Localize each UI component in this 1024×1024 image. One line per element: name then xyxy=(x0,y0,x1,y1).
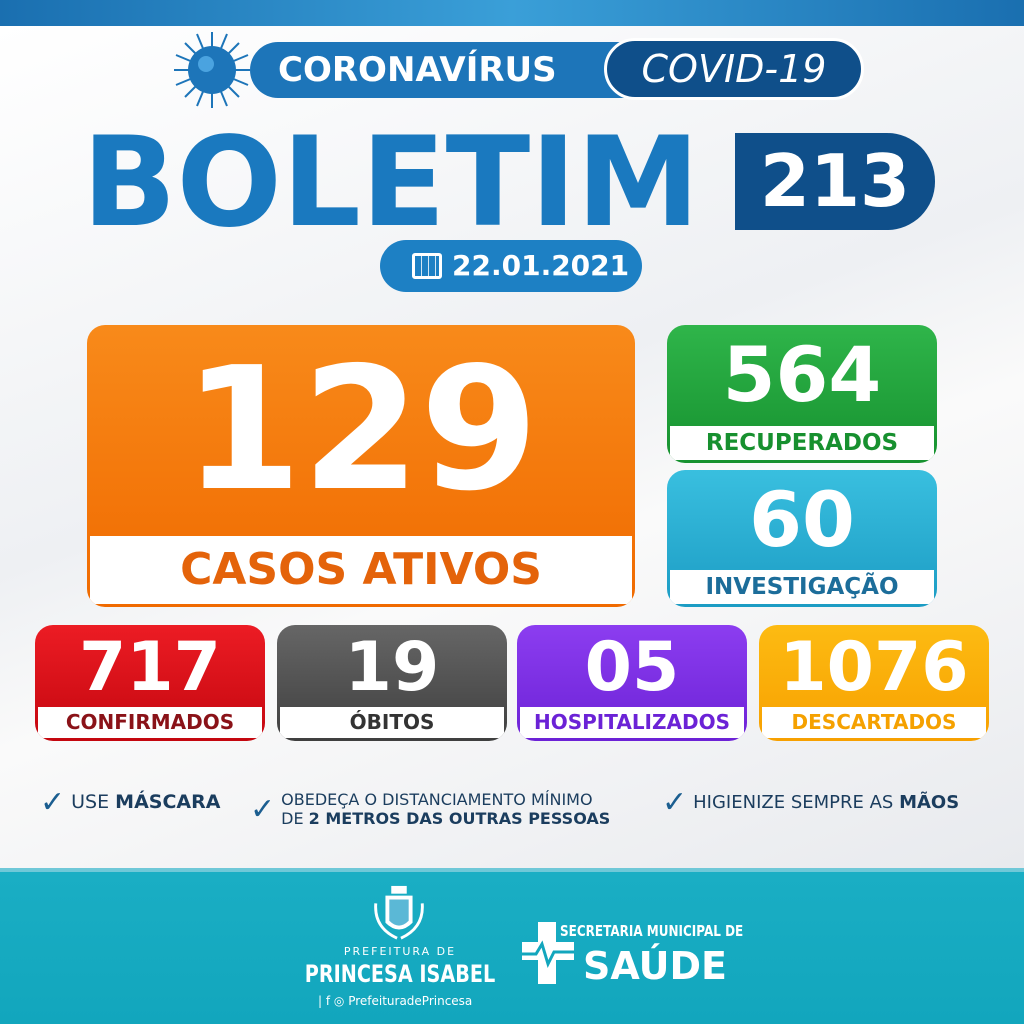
saude-label: SAÚDE xyxy=(583,944,727,988)
page-title: BOLETIM xyxy=(82,111,700,255)
check-icon: ✓ xyxy=(250,791,276,827)
tip-bold: MÃOS xyxy=(899,792,960,813)
tip-mask: ✓ USE MÁSCARA xyxy=(40,785,221,820)
coronavirus-banner: CORONAVÍRUS xyxy=(278,50,557,90)
tip-bold: MÁSCARA xyxy=(115,791,221,813)
social-handle[interactable]: | f ◎ PrefeituradePrincesa xyxy=(318,993,472,1009)
tip-text: USE xyxy=(71,791,110,813)
deaths-label: ÓBITOS xyxy=(280,707,504,738)
hospitalized-label: HOSPITALIZADOS xyxy=(520,707,744,738)
recovered-card: 564 RECUPERADOS xyxy=(667,325,937,463)
facebook-icon: | f ◎ xyxy=(318,994,349,1008)
social-text: PrefeituradePrincesa xyxy=(348,994,473,1008)
recovered-value: 564 xyxy=(722,330,882,419)
virus-icon xyxy=(174,32,250,108)
tip-bold: 2 METROS DAS OUTRAS PESSOAS xyxy=(308,809,611,828)
footer xyxy=(0,868,1024,1024)
confirmed-label: CONFIRMADOS xyxy=(38,707,262,738)
deaths-value: 19 xyxy=(344,628,440,707)
investigation-label: INVESTIGAÇÃO xyxy=(670,570,934,604)
calendar-icon xyxy=(412,253,442,279)
prefeitura-label: PREFEITURA DE xyxy=(343,945,457,958)
secretaria-label: SECRETARIA MUNICIPAL DE xyxy=(560,922,744,940)
tip-text: DE xyxy=(281,809,309,828)
tip-text: HIGIENIZE SEMPRE AS xyxy=(693,792,894,813)
active-cases-label: CASOS ATIVOS xyxy=(90,536,632,604)
coronavirus-banner-background xyxy=(250,42,630,98)
deaths-card: 19 ÓBITOS xyxy=(277,625,507,741)
city-crest-icon xyxy=(374,885,424,940)
tip-distance: ✓ OBEDEÇA O DISTANCIAMENTO MÍNIMO DE 2 M… xyxy=(250,790,610,828)
covid-badge: COVID-19 xyxy=(604,38,864,100)
active-cases-card: 129 CASOS ATIVOS xyxy=(87,325,635,607)
recovered-label: RECUPERADOS xyxy=(670,426,934,460)
confirmed-value: 717 xyxy=(79,628,221,707)
tip-hands: ✓ HIGIENIZE SEMPRE AS MÃOS xyxy=(662,785,960,820)
investigation-value: 60 xyxy=(749,475,855,564)
check-icon: ✓ xyxy=(662,785,688,820)
health-cross-icon xyxy=(522,922,574,984)
confirmed-card: 717 CONFIRMADOS xyxy=(35,625,265,741)
hospitalized-card: 05 HOSPITALIZADOS xyxy=(517,625,747,741)
discarded-value: 1076 xyxy=(779,628,969,707)
active-cases-value: 129 xyxy=(183,331,539,529)
hospitalized-value: 05 xyxy=(584,628,680,707)
top-band xyxy=(0,0,1024,26)
tip-text: OBEDEÇA O DISTANCIAMENTO MÍNIMO xyxy=(281,790,593,809)
bulletin-number: 213 xyxy=(735,133,935,230)
discarded-card: 1076 DESCARTADOS xyxy=(759,625,989,741)
investigation-card: 60 INVESTIGAÇÃO xyxy=(667,470,937,607)
discarded-label: DESCARTADOS xyxy=(762,707,986,738)
check-icon: ✓ xyxy=(40,785,66,820)
prefeitura-name: PRINCESA ISABEL xyxy=(304,960,496,988)
